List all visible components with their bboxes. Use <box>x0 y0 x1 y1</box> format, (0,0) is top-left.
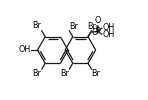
Text: OH: OH <box>18 46 31 54</box>
Text: O: O <box>94 16 101 26</box>
Text: O: O <box>91 28 98 37</box>
Text: OH: OH <box>103 30 115 39</box>
Text: OH: OH <box>103 23 115 32</box>
Text: Br: Br <box>32 22 41 30</box>
Text: Br: Br <box>87 22 96 31</box>
Text: Br: Br <box>33 69 41 78</box>
Text: P: P <box>95 27 100 36</box>
Text: Br: Br <box>60 69 69 78</box>
Text: Br: Br <box>92 69 101 78</box>
Text: Br: Br <box>70 22 78 31</box>
